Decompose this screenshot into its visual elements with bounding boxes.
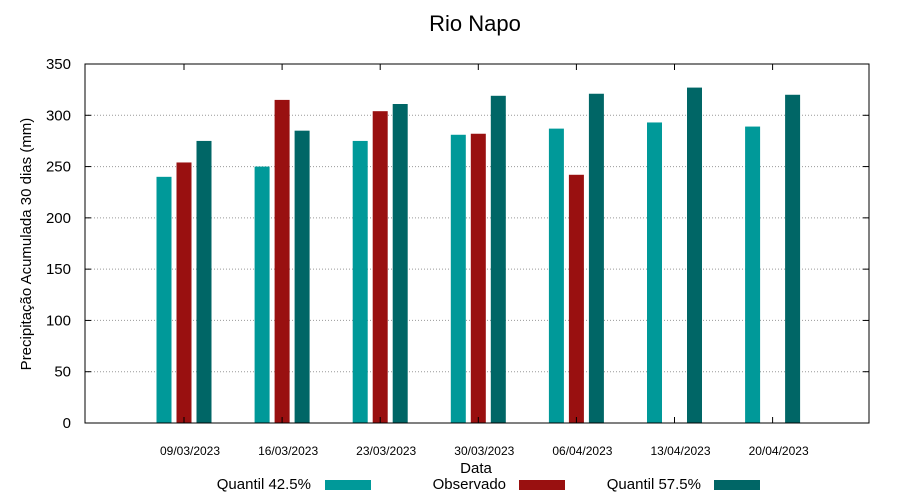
legend: Quantil 42.5% Observado Quantil 57.5% (217, 476, 760, 493)
bar (568, 174, 584, 423)
bar (352, 140, 368, 423)
bar (745, 126, 761, 423)
legend-swatch (325, 480, 371, 490)
legend-label: Quantil 57.5% (607, 476, 701, 493)
y-tick-label: 100 (46, 312, 71, 329)
chart-title: Rio Napo (429, 11, 521, 36)
y-axis-label: Precipitação Acumulada 30 dias (mm) (18, 118, 35, 371)
bar (294, 130, 310, 423)
y-tick-label: 150 (46, 261, 71, 278)
y-tick-label: 50 (54, 364, 71, 381)
x-tick-label: 16/03/2023 (258, 444, 318, 458)
legend-label: Quantil 42.5% (217, 476, 311, 493)
x-axis-ticks: 09/03/2023 16/03/2023 23/03/2023 30/03/2023… (160, 64, 809, 458)
bar (647, 122, 662, 424)
y-tick-label: 200 (46, 210, 71, 227)
y-tick-label: 300 (46, 107, 71, 124)
bar (392, 104, 408, 423)
legend-swatch (519, 480, 565, 490)
bar (450, 134, 466, 423)
bar (588, 93, 604, 423)
x-tick-label: 20/04/2023 (749, 444, 809, 458)
x-tick-label: 09/03/2023 (160, 444, 220, 458)
bar (274, 99, 290, 424)
legend-swatch (714, 480, 760, 490)
bar (372, 111, 388, 423)
bars (156, 87, 801, 424)
bar (196, 140, 212, 423)
bar (470, 133, 486, 423)
x-tick-label: 06/04/2023 (552, 444, 612, 458)
x-tick-label: 23/03/2023 (356, 444, 416, 458)
y-tick-label: 250 (46, 159, 71, 176)
bar (176, 162, 192, 423)
bar (490, 95, 506, 423)
bar (254, 166, 270, 424)
bar (785, 94, 801, 424)
bar (156, 176, 172, 423)
x-tick-label: 13/04/2023 (650, 444, 710, 458)
legend-label: Observado (433, 476, 506, 493)
y-tick-label: 0 (63, 415, 71, 432)
x-tick-label: 30/03/2023 (454, 444, 514, 458)
x-axis-label: Data (460, 460, 492, 477)
plot-frame (84, 63, 870, 424)
bar (548, 128, 564, 423)
bar (687, 87, 702, 423)
y-tick-label: 350 (46, 56, 71, 73)
y-axis-ticks: 0 50 100 150 200 250 300 350 (46, 56, 869, 432)
